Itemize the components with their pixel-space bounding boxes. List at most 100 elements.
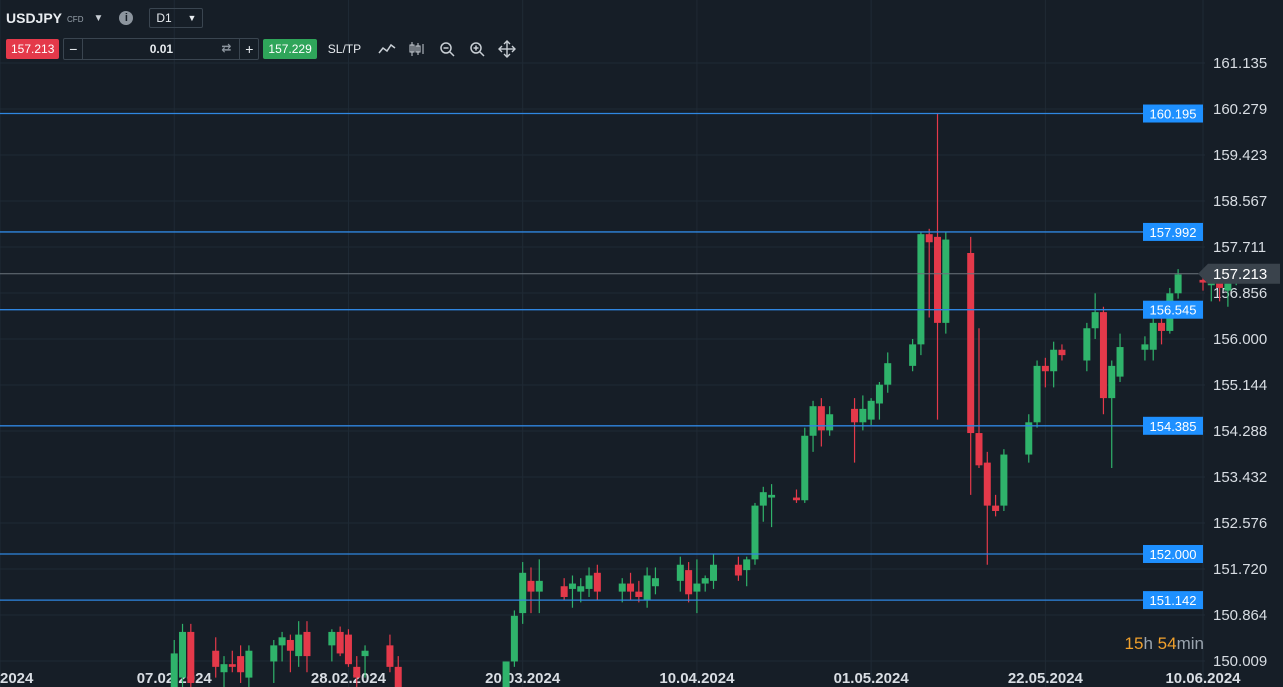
bull-candle bbox=[1174, 274, 1182, 294]
bull-candle bbox=[693, 583, 701, 592]
bull-candle bbox=[179, 631, 187, 678]
bull-candle bbox=[1207, 282, 1215, 286]
level-label: 160.195 bbox=[1150, 107, 1197, 122]
bull-candle bbox=[328, 631, 336, 646]
increase-lot-button[interactable]: + bbox=[245, 41, 254, 57]
bear-candle bbox=[925, 234, 933, 243]
bull-candle bbox=[618, 583, 626, 592]
bull-candle bbox=[1083, 328, 1091, 361]
bear-candle bbox=[685, 570, 693, 595]
y-tick-label: 157.711 bbox=[1213, 239, 1266, 256]
bull-candle bbox=[1033, 365, 1041, 423]
zoom-in-icon[interactable] bbox=[467, 39, 487, 59]
y-tick-label: 151.720 bbox=[1213, 561, 1267, 578]
symbol-name[interactable]: USDJPY bbox=[6, 10, 63, 26]
candlestick-icon[interactable] bbox=[407, 39, 427, 59]
x-tick-label: 10.04.2024 bbox=[659, 670, 735, 687]
lot-size-value: 0.01 bbox=[149, 42, 174, 56]
level-label: 152.000 bbox=[1150, 547, 1197, 562]
bull-candle bbox=[710, 564, 718, 581]
lot-size-input[interactable]: 0.01 ⇄ bbox=[82, 39, 241, 59]
line-chart-icon[interactable] bbox=[377, 39, 397, 59]
timeframe-value: D1 bbox=[156, 11, 172, 25]
bear-candle bbox=[1041, 365, 1049, 372]
bull-candle bbox=[884, 363, 892, 385]
bear-candle bbox=[593, 572, 601, 592]
level-label-bg bbox=[1143, 544, 1203, 563]
bull-candle bbox=[768, 494, 776, 498]
bull-candle bbox=[278, 637, 286, 646]
level-label-bg bbox=[1143, 222, 1203, 241]
bull-candle bbox=[867, 400, 875, 420]
bull-candle bbox=[826, 414, 834, 431]
bear-candle bbox=[967, 252, 975, 434]
current-price-label: 157.213 bbox=[1213, 266, 1267, 283]
decrease-lot-button[interactable]: − bbox=[69, 41, 78, 57]
y-tick-label: 153.432 bbox=[1213, 469, 1267, 486]
y-tick-label: 154.288 bbox=[1213, 423, 1267, 440]
bull-candle bbox=[643, 575, 651, 600]
bear-candle bbox=[734, 564, 742, 576]
info-icon[interactable]: i bbox=[119, 11, 134, 25]
sltp-button[interactable]: SL/TP bbox=[327, 42, 362, 56]
move-icon[interactable] bbox=[497, 39, 517, 59]
bull-candle bbox=[875, 384, 883, 404]
bear-candle bbox=[386, 645, 394, 667]
bear-candle bbox=[934, 236, 942, 323]
bull-candle bbox=[1091, 312, 1099, 329]
bear-candle bbox=[983, 462, 991, 506]
level-label: 156.545 bbox=[1150, 303, 1197, 318]
y-tick-label: 155.144 bbox=[1213, 377, 1267, 394]
y-tick-label: 158.567 bbox=[1213, 193, 1267, 210]
bull-candle bbox=[585, 575, 593, 589]
bull-candle bbox=[220, 664, 228, 673]
lot-stepper: − 0.01 ⇄ + bbox=[63, 38, 260, 60]
countdown-minutes-unit: min bbox=[1176, 634, 1204, 653]
bull-candle bbox=[1108, 365, 1116, 399]
x-tick-label: 01.05.2024 bbox=[834, 670, 910, 687]
bear-candle bbox=[237, 656, 245, 673]
bear-candle bbox=[1158, 322, 1166, 331]
y-tick-label: 159.423 bbox=[1213, 147, 1267, 164]
bull-candle bbox=[676, 564, 684, 581]
bull-candle bbox=[170, 653, 178, 687]
chevron-down-icon[interactable]: ▼ bbox=[93, 12, 104, 24]
bear-candle bbox=[336, 631, 344, 654]
sell-price-button[interactable]: 157.213 bbox=[6, 39, 60, 59]
y-tick-label: 156.000 bbox=[1213, 331, 1267, 348]
swap-icon[interactable]: ⇄ bbox=[221, 41, 232, 55]
y-tick-label: 161.135 bbox=[1213, 55, 1267, 72]
bear-candle bbox=[212, 650, 220, 667]
bear-candle bbox=[1216, 282, 1224, 288]
bull-candle bbox=[577, 586, 585, 592]
zoom-out-icon[interactable] bbox=[437, 39, 457, 59]
bull-candle bbox=[859, 408, 867, 423]
countdown-hours-unit: h bbox=[1143, 634, 1153, 653]
bull-candle bbox=[295, 634, 303, 657]
bull-candle bbox=[1025, 422, 1033, 455]
symbol-type: CFD bbox=[67, 15, 84, 24]
bear-candle bbox=[1058, 349, 1066, 356]
buy-price-button[interactable]: 157.229 bbox=[263, 39, 317, 59]
bull-candle bbox=[270, 645, 278, 662]
bear-candle bbox=[1199, 279, 1207, 283]
bull-candle bbox=[1116, 347, 1124, 377]
x-tick-label: 20.03.2024 bbox=[485, 670, 561, 687]
timeframe-select[interactable]: D1 ▼ bbox=[149, 8, 204, 28]
bull-candle bbox=[361, 650, 369, 657]
bull-candle bbox=[759, 492, 767, 506]
bull-candle bbox=[651, 578, 659, 587]
countdown-hours: 15 bbox=[1124, 634, 1144, 653]
bull-candle bbox=[568, 583, 576, 589]
bull-candle bbox=[909, 344, 917, 366]
y-tick-label: 160.279 bbox=[1213, 101, 1267, 118]
bull-candle bbox=[502, 661, 510, 687]
bull-candle bbox=[1050, 349, 1058, 372]
level-label: 151.142 bbox=[1150, 593, 1197, 608]
bear-candle bbox=[228, 664, 236, 667]
bull-candle bbox=[1141, 344, 1149, 350]
bull-candle bbox=[510, 615, 518, 662]
bear-candle bbox=[560, 586, 568, 597]
bull-candle bbox=[942, 239, 950, 323]
